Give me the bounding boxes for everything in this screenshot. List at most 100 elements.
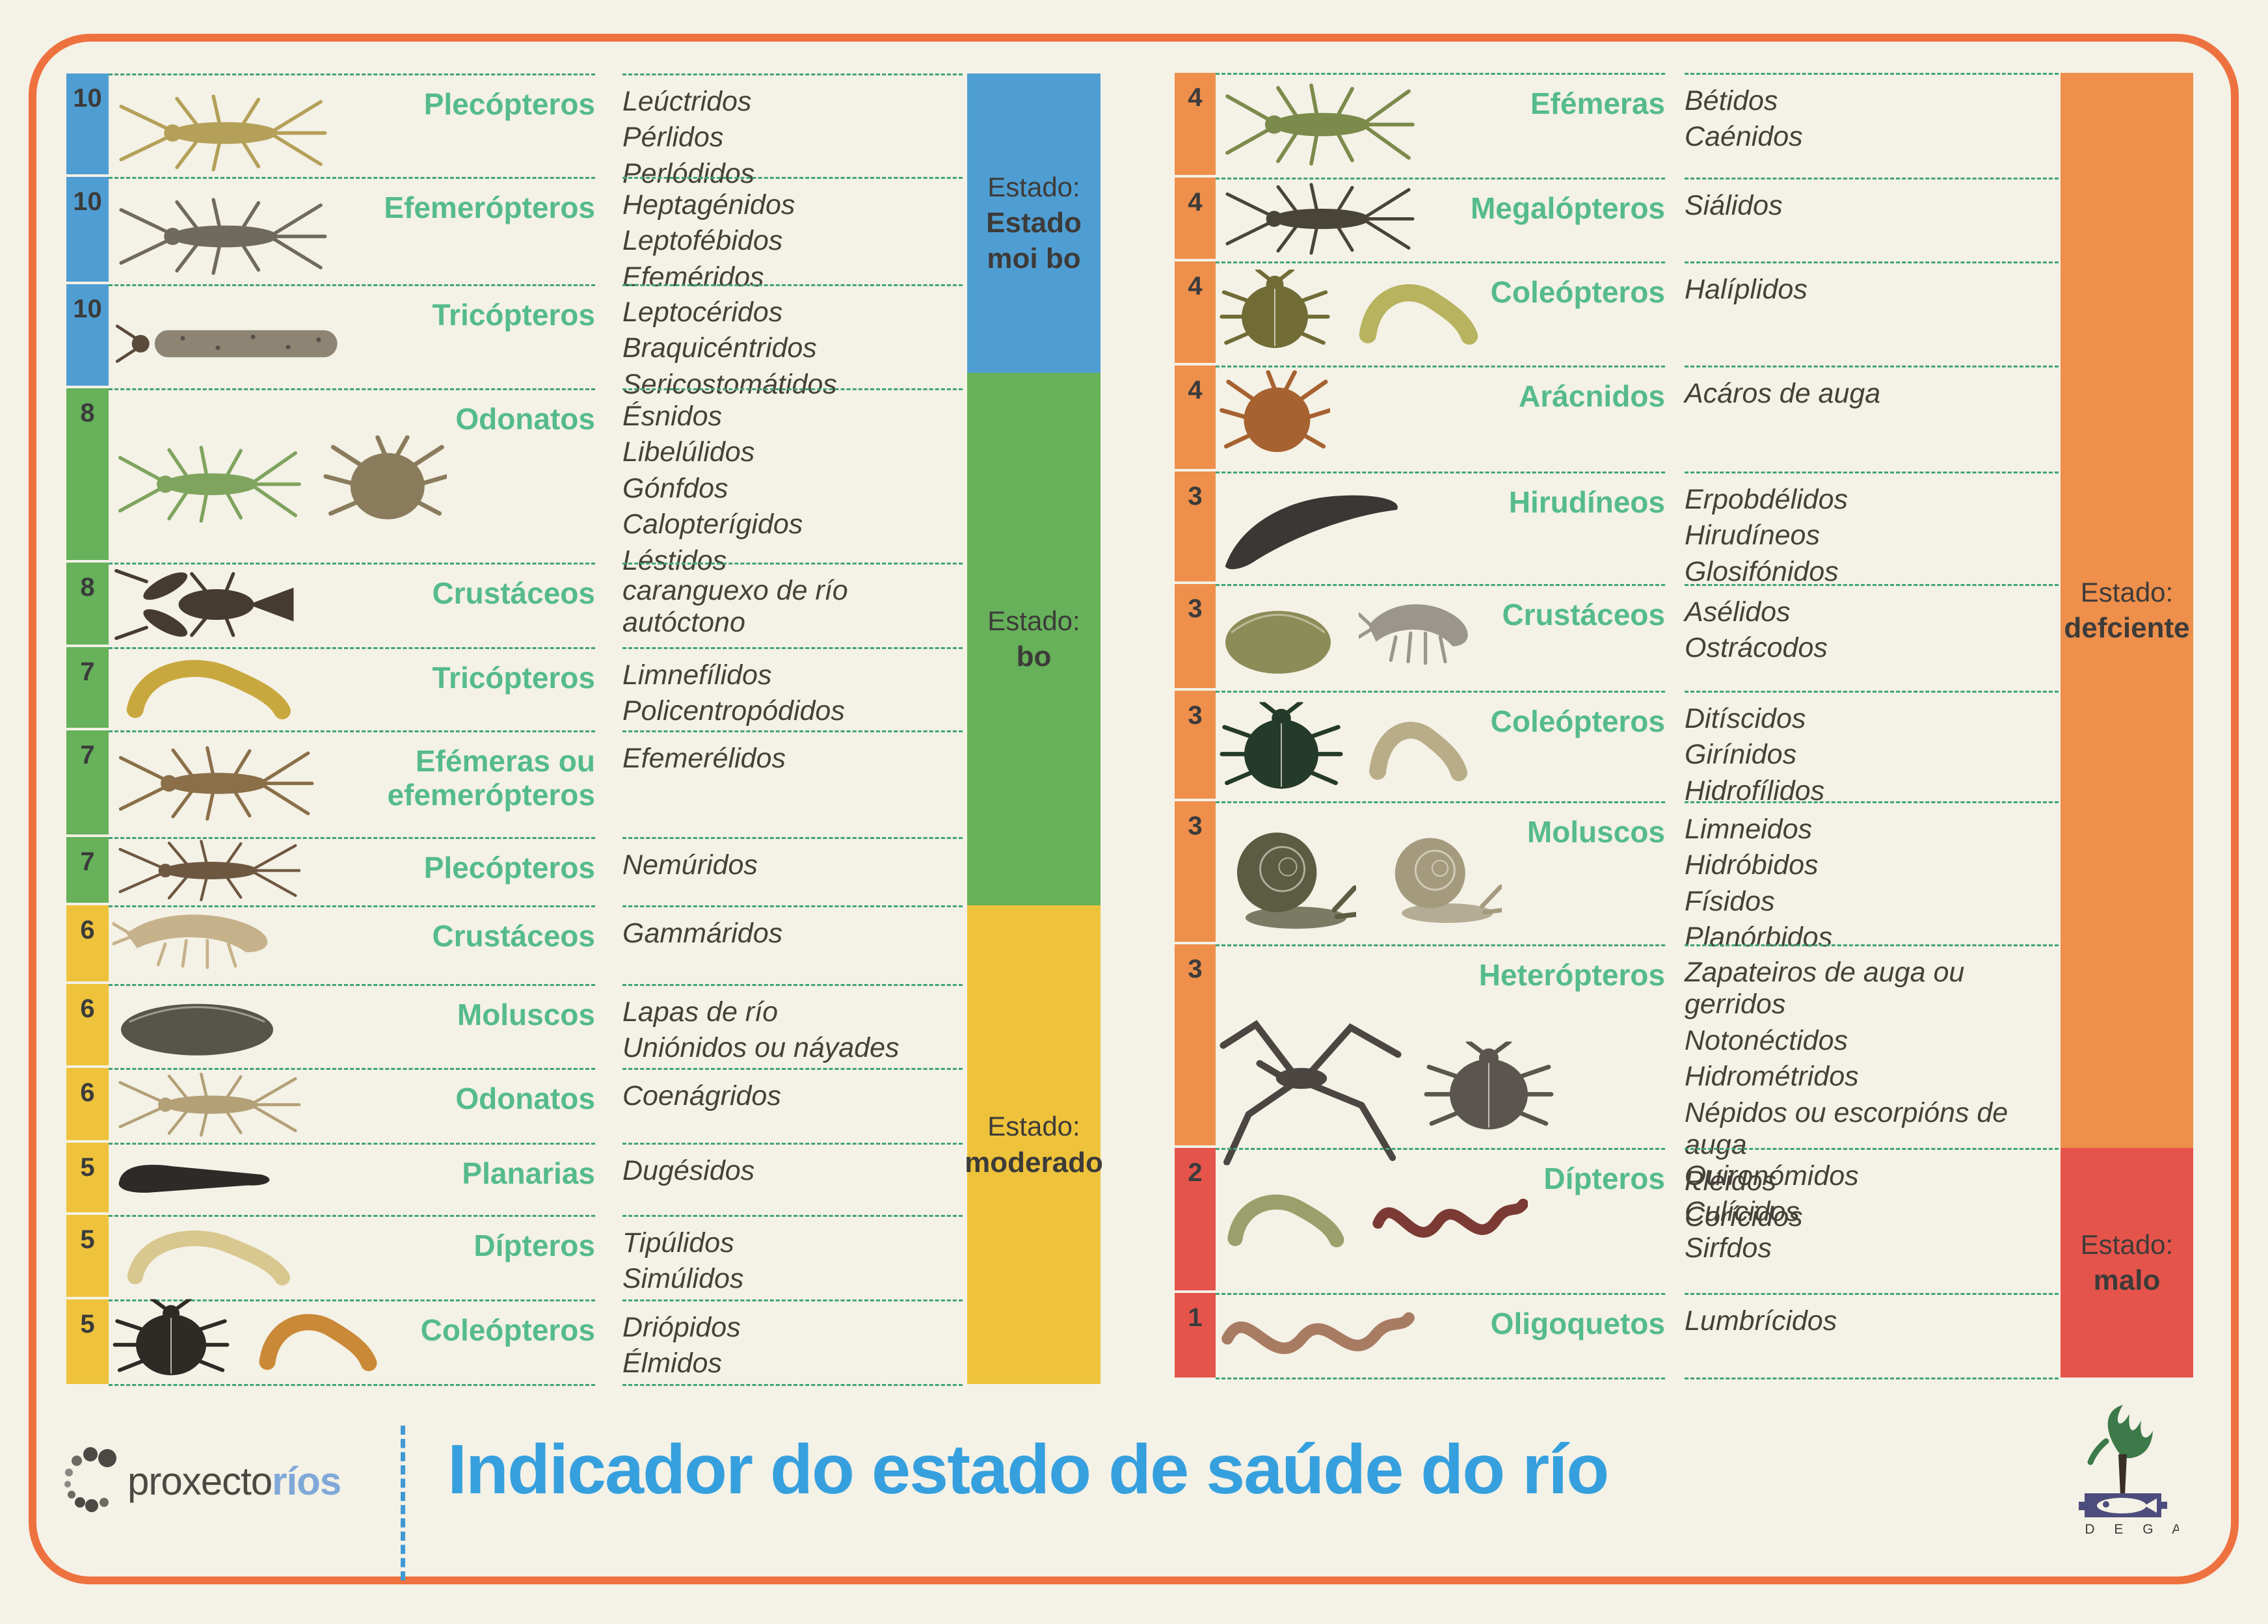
illustration [1220,1184,1529,1259]
row-main: Moluscos [109,984,595,1069]
family-name: Nemúridos [622,849,758,881]
family-name: Simúlidos [622,1263,744,1295]
state-label: Estado: bo [967,373,1101,905]
family-name: Pérlidos [622,122,724,153]
nymph-icon [113,840,301,905]
table-row: Tricópteros Limnefílidos Policentropódidos [109,647,963,730]
group-name: Megalópteros [1470,191,1665,225]
shrimp-icon [1357,598,1482,678]
table-row: Oligoquetos Lumbrícidos [1216,1293,2059,1378]
table-row: Coleópteros Driópidos Élmidos [109,1297,963,1384]
shell-icon [1220,593,1337,684]
table-row: Megalópteros Siálidos [1216,178,2059,261]
illustration [1220,370,1333,469]
family-name: Hidróbidos [1685,849,1819,881]
score-badge: 7 [66,647,109,730]
score-badge: 3 [1175,584,1216,691]
group-name: Moluscos [1527,815,1665,849]
family-name: Pléidos [1685,1165,1777,1197]
group-name: Moluscos [457,998,595,1032]
family-name: Tipúlidos [622,1227,734,1258]
family-name: Leptocéridos [622,297,783,328]
table-row: Dípteros Quironómidos Culícidos Sirfdos [1216,1148,2059,1293]
illustration [113,566,301,646]
family-name: Léstidos [622,544,727,576]
row-main: Crustáceos [109,563,595,647]
state-prefix: Estado: [987,171,1080,202]
bottom-line-segment [109,1384,595,1386]
state-label: Estado: defciente [2061,73,2193,1148]
table-row: Odonatos Ésnidos Libelúlidos Gónfdos Calopte… [109,388,963,576]
family-list: Quironómidos Culícidos Sirfdos [1685,1148,2059,1293]
score-badge: 6 [66,984,109,1068]
family-name: Libelúlidos [622,436,755,468]
bottom-line-segment [622,1384,963,1386]
score-badge: 10 [66,284,109,388]
group-name: Planarias [462,1156,595,1190]
family-list: Lapas de río Uniónidos ou náyades [622,984,963,1069]
row-main: Tricópteros [109,647,595,732]
nymph-icon [113,1072,301,1141]
family-name: Limneidos [1685,814,1812,845]
row-main: Efemerópteros [109,177,595,297]
family-name: Népidos ou escorpións de auga [1685,1097,2008,1161]
family-list: Leúctridos Pérlidos Perlódidos [622,73,963,194]
illustration [113,990,282,1065]
score-badge: 8 [66,388,109,563]
table-row: Hirudíneos Erpobdélidos Hirudíneos Glosifón… [1216,472,2059,587]
row-main: Efémeras [1216,73,1665,178]
score-badge: 5 [66,1299,109,1384]
table-row: Odonatos Coenágridos [109,1068,963,1143]
score-badge: 3 [1175,691,1216,801]
family-name: Planórbidos [1685,922,1833,953]
family-list: Acáros de auga [1685,366,2059,472]
left-score-column: 10 10 10 8 8 7 7 7 6 6 6 5 5 5 [66,73,109,1384]
family-name: Uniónidos ou náyades [622,1032,900,1064]
family-list: Lumbrícidos [1685,1293,2059,1378]
family-list: Nemúridos [622,837,963,905]
family-name: Ditíscidos [1685,703,1806,734]
family-name: Hidrofílidos [1685,775,1825,806]
score-badge: 1 [1175,1293,1216,1378]
logo-text-blue: ríos [272,1459,341,1503]
row-main: Planarias [109,1143,595,1215]
family-name: Girínidos [1685,739,1797,771]
family-name: Leúctridos [622,86,752,117]
group-name: Crustáceos [1502,598,1665,632]
group-name: Hirudíneos [1508,485,1665,519]
table-row: Efemerópteros Heptagénidos Leptofébidos Efe… [109,177,963,293]
shrimp-icon [111,910,288,982]
row-main: Megalópteros [1216,178,1665,261]
family-name: Quironómidos [1685,1160,1859,1191]
tree-boat-fish-icon: A D E G A [2057,1396,2181,1541]
family-name: Siálidos [1685,190,1783,221]
row-main: Crustáceos [1216,584,1665,691]
score-badge: 6 [66,1068,109,1143]
group-name: Coleópteros [1490,704,1665,738]
nymph-icon [113,745,314,824]
group-name: Odonatos [455,1082,595,1115]
illustration [113,654,301,727]
table-row: Crustáceos Asélidos Ostrácodos [1216,584,2059,691]
state-label: Estado: Estado moi bo [967,73,1101,373]
illustration [113,94,327,176]
family-name: Notonéctidos [1685,1024,1848,1056]
illustration [113,1072,301,1141]
illustration [1220,823,1504,937]
table-row: Arácnidos Acáros de auga [1216,366,2059,472]
row-main: Arácnidos [1216,366,1665,472]
table-row: Heterópteros Zapateiros de auga ou gerrid… [1216,944,2059,1232]
score-badge: 7 [66,837,109,905]
family-name: Bétidos [1685,85,1778,116]
score-badge: 4 [1175,178,1216,261]
score-badge: 2 [1175,1148,1216,1293]
group-name: Dípteros [1543,1162,1665,1195]
larva-icon [1352,277,1482,352]
state-value: malo [2093,1264,2161,1297]
family-list: Asélidos Ostrácodos [1685,584,2059,691]
illustration [111,910,288,982]
leech-icon [1220,487,1408,579]
illustration [113,745,314,824]
score-badge: 3 [1175,472,1216,584]
state-label: Estado: moderado [965,905,1103,1384]
